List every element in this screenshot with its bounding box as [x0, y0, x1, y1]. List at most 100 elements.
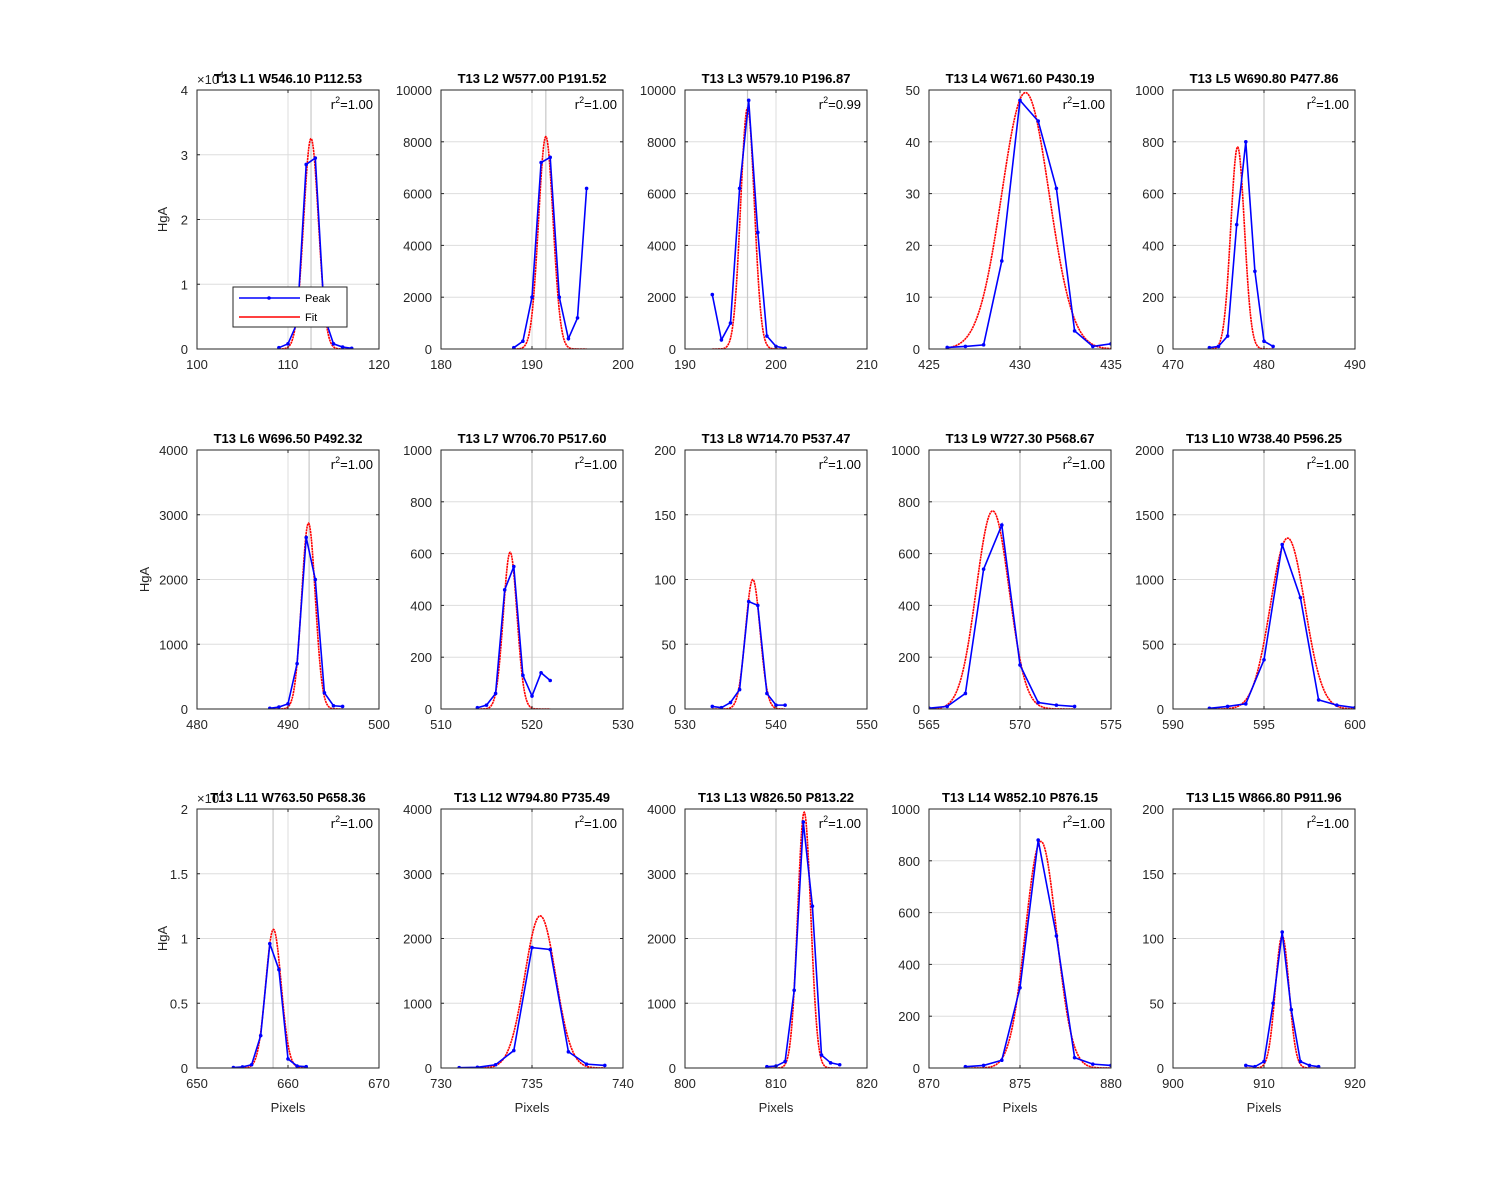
- y-tick-label: 1000: [891, 443, 920, 458]
- equals-sign: =: [340, 97, 348, 112]
- peak-point: [1298, 1059, 1303, 1064]
- peak-point: [566, 1050, 571, 1054]
- y-tick-label: 4000: [403, 802, 432, 817]
- peak-point: [746, 599, 751, 604]
- y-tick-label: 500: [1142, 637, 1164, 652]
- r-symbol: r: [1063, 457, 1068, 472]
- peak-point: [512, 1048, 516, 1053]
- peak-point: [981, 1063, 986, 1068]
- r-squared-exponent: 2: [1311, 455, 1316, 465]
- y-axis-label: HgA: [155, 207, 170, 233]
- r-symbol: r: [331, 97, 336, 112]
- y-tick-label: 3000: [403, 867, 432, 882]
- subplot-title: T13 L1 W546.10 P112.53: [214, 71, 362, 86]
- peak-point: [249, 1062, 254, 1067]
- subplot-title: T13 L10 W738.40 P596.25: [1186, 431, 1342, 446]
- y-tick-label: 2000: [647, 932, 676, 947]
- peak-point: [530, 295, 534, 300]
- y-tick-label: 20: [906, 238, 920, 253]
- peak-point: [1316, 1064, 1321, 1068]
- peak-point: [539, 160, 543, 165]
- y-tick-label: 2000: [403, 290, 432, 305]
- peak-point: [1225, 334, 1230, 338]
- y-tick-label: 0: [425, 1061, 432, 1076]
- peak-point: [981, 567, 986, 571]
- peak-point: [584, 186, 589, 191]
- y-tick-label: 4000: [403, 238, 432, 253]
- r-squared-exponent: 2: [823, 814, 828, 824]
- r-squared-value: 1.00: [348, 457, 373, 472]
- y-tick-label: 600: [898, 547, 920, 562]
- r-symbol: r: [819, 816, 824, 831]
- peak-point: [1262, 657, 1266, 662]
- r-squared-label: r2=1.00: [1063, 814, 1105, 831]
- r-squared-exponent: 2: [579, 814, 584, 824]
- x-tick-label: 210: [856, 357, 878, 372]
- subplot-15: 900 910 920 0 50 100 150 200 T13 L15 W866.80 P91…: [1142, 790, 1366, 1115]
- peak-point: [765, 1064, 769, 1068]
- peak-point: [1091, 1062, 1095, 1066]
- peak-point: [1225, 704, 1230, 709]
- subplot-9: 565 570 575 0 200 400 600 800 1000 T13 L9 W727.30…: [891, 431, 1122, 732]
- peak-point: [837, 1062, 842, 1067]
- peak-point: [584, 1062, 589, 1066]
- peak-point: [1036, 838, 1040, 842]
- r-squared-label: r2=1.00: [575, 814, 617, 831]
- x-tick-label: 470: [1162, 357, 1184, 372]
- x-tick-label: 575: [1100, 717, 1122, 732]
- y-tick-label: 1000: [403, 443, 432, 458]
- peak-point: [963, 1064, 968, 1068]
- x-tick-label: 110: [278, 357, 299, 372]
- peak-point: [1234, 222, 1239, 227]
- peak-point: [737, 186, 742, 191]
- peak-point: [575, 316, 580, 320]
- r-squared-label: r2=1.00: [1307, 814, 1349, 831]
- peak-point: [331, 703, 336, 708]
- y-tick-label: 1: [181, 277, 188, 292]
- subplot-title: T13 L7 W706.70 P517.60: [458, 431, 607, 446]
- peak-point: [1072, 704, 1077, 709]
- y-tick-label: 200: [1142, 290, 1164, 305]
- x-tick-label: 120: [368, 357, 390, 372]
- equals-sign: =: [584, 816, 592, 831]
- equals-sign: =: [340, 816, 348, 831]
- x-tick-label: 435: [1100, 357, 1122, 372]
- x-tick-label: 425: [918, 357, 940, 372]
- equals-sign: =: [828, 816, 836, 831]
- r-symbol: r: [1307, 457, 1312, 472]
- y-tick-label: 6000: [647, 187, 676, 202]
- peak-point: [1072, 1055, 1077, 1060]
- peak-point: [340, 345, 345, 349]
- peak-point: [819, 1053, 824, 1057]
- peak-point: [737, 687, 742, 692]
- r-squared-exponent: 2: [1067, 455, 1072, 465]
- r-squared-label: r2=1.00: [1307, 455, 1349, 472]
- subplot-3: 190 200 210 0 2000 4000 6000 8000 10000 T13 L3 W5…: [640, 71, 878, 372]
- y-tick-label: 10: [906, 290, 920, 305]
- r-squared-exponent: 2: [823, 455, 828, 465]
- r-squared-value: 1.00: [836, 816, 861, 831]
- x-tick-label: 550: [856, 717, 878, 732]
- peak-point: [1054, 934, 1059, 938]
- y-tick-label: 3000: [647, 867, 676, 882]
- peak-line: [1209, 141, 1274, 349]
- y-tick-label: 10000: [396, 83, 432, 98]
- peak-point: [512, 564, 516, 569]
- x-tick-label: 180: [430, 357, 452, 372]
- peak-point: [304, 162, 309, 167]
- peak-point: [1018, 985, 1022, 990]
- y-tick-label: 3000: [159, 508, 188, 523]
- y-tick-label: 2000: [1135, 443, 1164, 458]
- peak-point: [240, 1065, 245, 1068]
- equals-sign: =: [828, 97, 836, 112]
- equals-sign: =: [584, 97, 592, 112]
- r-squared-label: r2=1.00: [331, 814, 373, 831]
- y-tick-label: 200: [898, 650, 920, 665]
- x-tick-label: 200: [612, 357, 634, 372]
- peak-point: [530, 694, 534, 698]
- legend-fit-label: Fit: [305, 312, 317, 324]
- peak-point: [258, 1033, 263, 1038]
- y-tick-label: 30: [906, 187, 920, 202]
- peak-line: [947, 98, 1111, 349]
- y-tick-label: 1000: [403, 996, 432, 1011]
